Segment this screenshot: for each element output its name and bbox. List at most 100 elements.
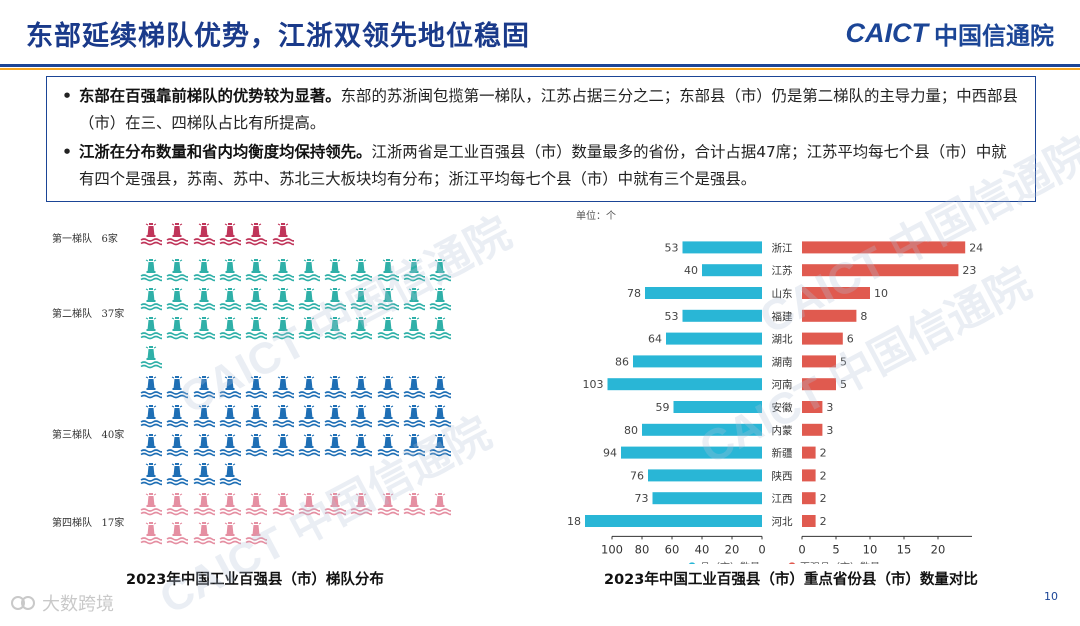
bullet-1-bold: 东部在百强靠前梯队的优势较为显著。 <box>79 87 341 105</box>
lighthouse-icon <box>140 375 163 399</box>
lighthouse-icon <box>245 316 268 340</box>
lighthouse-icon <box>350 258 374 282</box>
lighthouse-icon <box>377 404 400 428</box>
left-bar-value: 78 <box>627 287 641 300</box>
lighthouse-icon <box>272 433 295 457</box>
lighthouse-icon <box>140 287 163 311</box>
lighthouse-icon <box>324 287 347 311</box>
right-bar-value: 3 <box>826 424 833 437</box>
lighthouse-icon <box>272 492 295 516</box>
lighthouse-icon <box>193 433 216 457</box>
tier-4-label: 第四梯队 17家 <box>52 518 125 529</box>
right-tick-label: 10 <box>863 542 878 556</box>
lighthouse-icon <box>377 375 400 399</box>
lighthouse-icon <box>140 433 163 457</box>
right-tick-label: 20 <box>931 542 946 556</box>
lighthouse-icon <box>429 433 453 457</box>
right-bar-value: 23 <box>962 264 976 277</box>
left-tick-label: 20 <box>725 542 740 556</box>
left-bar-value: 118 <box>566 515 581 528</box>
left-bar-value: 73 <box>635 492 649 505</box>
lighthouse-icon <box>298 316 321 340</box>
lighthouse-icon <box>193 462 216 486</box>
left-bar-value: 53 <box>665 310 679 323</box>
right-bar-value: 8 <box>860 310 867 323</box>
tier-3-label: 第三梯队 40家 <box>52 430 125 441</box>
lighthouse-icon <box>429 375 453 399</box>
lighthouse-icon <box>193 287 216 311</box>
right-tick-label: 5 <box>832 542 839 556</box>
lighthouse-icon <box>350 492 374 516</box>
lighthouse-icon <box>324 316 347 340</box>
lighthouse-icon <box>166 492 190 516</box>
right-bar-湖南 <box>802 355 836 368</box>
lighthouse-icon <box>377 492 400 516</box>
right-bar-value: 5 <box>840 378 847 391</box>
lighthouse-icon <box>193 492 216 516</box>
tier-1-label: 第一梯队 6家 <box>52 234 118 245</box>
lighthouse-icon <box>298 433 321 457</box>
tier-2-label: 第二梯队 37家 <box>52 309 125 320</box>
lighthouse-icon <box>403 492 426 516</box>
right-figure-caption: 2023年中国工业百强县（市）重点省份县（市）数量对比 <box>604 572 978 588</box>
lighthouse-icon <box>272 287 295 311</box>
lighthouse-icon <box>140 258 163 282</box>
lighthouse-icon <box>298 287 321 311</box>
left-bar-value: 103 <box>583 378 604 391</box>
lighthouse-icon <box>324 258 347 282</box>
legend-label-county: 县（市）数量 <box>700 560 760 564</box>
right-bar-value: 2 <box>820 447 827 460</box>
unit-label: 单位：个 <box>576 211 616 222</box>
lighthouse-icon <box>219 316 242 340</box>
lighthouse-icon <box>272 258 295 282</box>
lighthouse-icon <box>140 222 163 246</box>
category-label: 陕西 <box>772 469 793 482</box>
category-label: 福建 <box>772 310 793 323</box>
lighthouse-icon <box>193 521 216 545</box>
lighthouse-icon <box>140 462 163 486</box>
right-tick-label: 0 <box>798 542 805 556</box>
right-bar-内蒙 <box>802 423 823 436</box>
tier-distribution-figure: 第一梯队 6家 第二梯队 37家 第三梯队 40家 第四梯队 17家 <box>40 210 500 550</box>
left-bar-河北 <box>585 515 762 527</box>
right-tick-label: 15 <box>897 542 912 556</box>
lighthouse-icon <box>245 287 268 311</box>
left-tick-label: 40 <box>695 542 710 556</box>
category-label: 内蒙 <box>772 424 793 437</box>
right-bar-河南 <box>802 378 836 391</box>
lighthouse-icon <box>219 462 242 486</box>
left-bar-value: 80 <box>624 424 638 437</box>
category-label: 湖北 <box>772 334 793 346</box>
lighthouse-icon <box>219 433 242 457</box>
lighthouse-icon <box>166 375 190 399</box>
right-bar-value: 24 <box>969 241 983 254</box>
category-label: 浙江 <box>772 242 793 254</box>
lighthouse-icon <box>429 316 453 340</box>
lighthouse-icon <box>298 492 321 516</box>
left-bar-内蒙 <box>642 423 762 436</box>
left-bar-新疆 <box>621 446 762 459</box>
lighthouse-icon <box>245 375 268 399</box>
left-bar-福建 <box>682 309 762 322</box>
left-bar-陕西 <box>648 469 762 482</box>
right-bar-安徽 <box>802 401 823 413</box>
category-label: 新疆 <box>772 447 793 460</box>
lighthouse-icon <box>403 316 426 340</box>
right-bar-value: 2 <box>820 492 827 505</box>
left-bar-value: 53 <box>665 241 679 254</box>
left-bar-value: 86 <box>615 355 629 368</box>
lighthouse-icon <box>245 222 268 246</box>
legend-marker-county <box>688 562 696 564</box>
lighthouse-icon <box>193 316 216 340</box>
lighthouse-icon <box>219 258 242 282</box>
lighthouse-icon <box>324 492 347 516</box>
left-tick-label: 0 <box>758 542 765 556</box>
lighthouse-icon <box>193 375 216 399</box>
left-tick-label: 80 <box>635 542 650 556</box>
lighthouse-icon <box>219 404 242 428</box>
page-title: 东部延续梯队优势，江浙双领先地位稳固 <box>26 21 530 52</box>
header-divider-blue <box>0 64 1080 67</box>
left-bar-安徽 <box>673 401 762 413</box>
lighthouse-icon <box>272 222 295 246</box>
